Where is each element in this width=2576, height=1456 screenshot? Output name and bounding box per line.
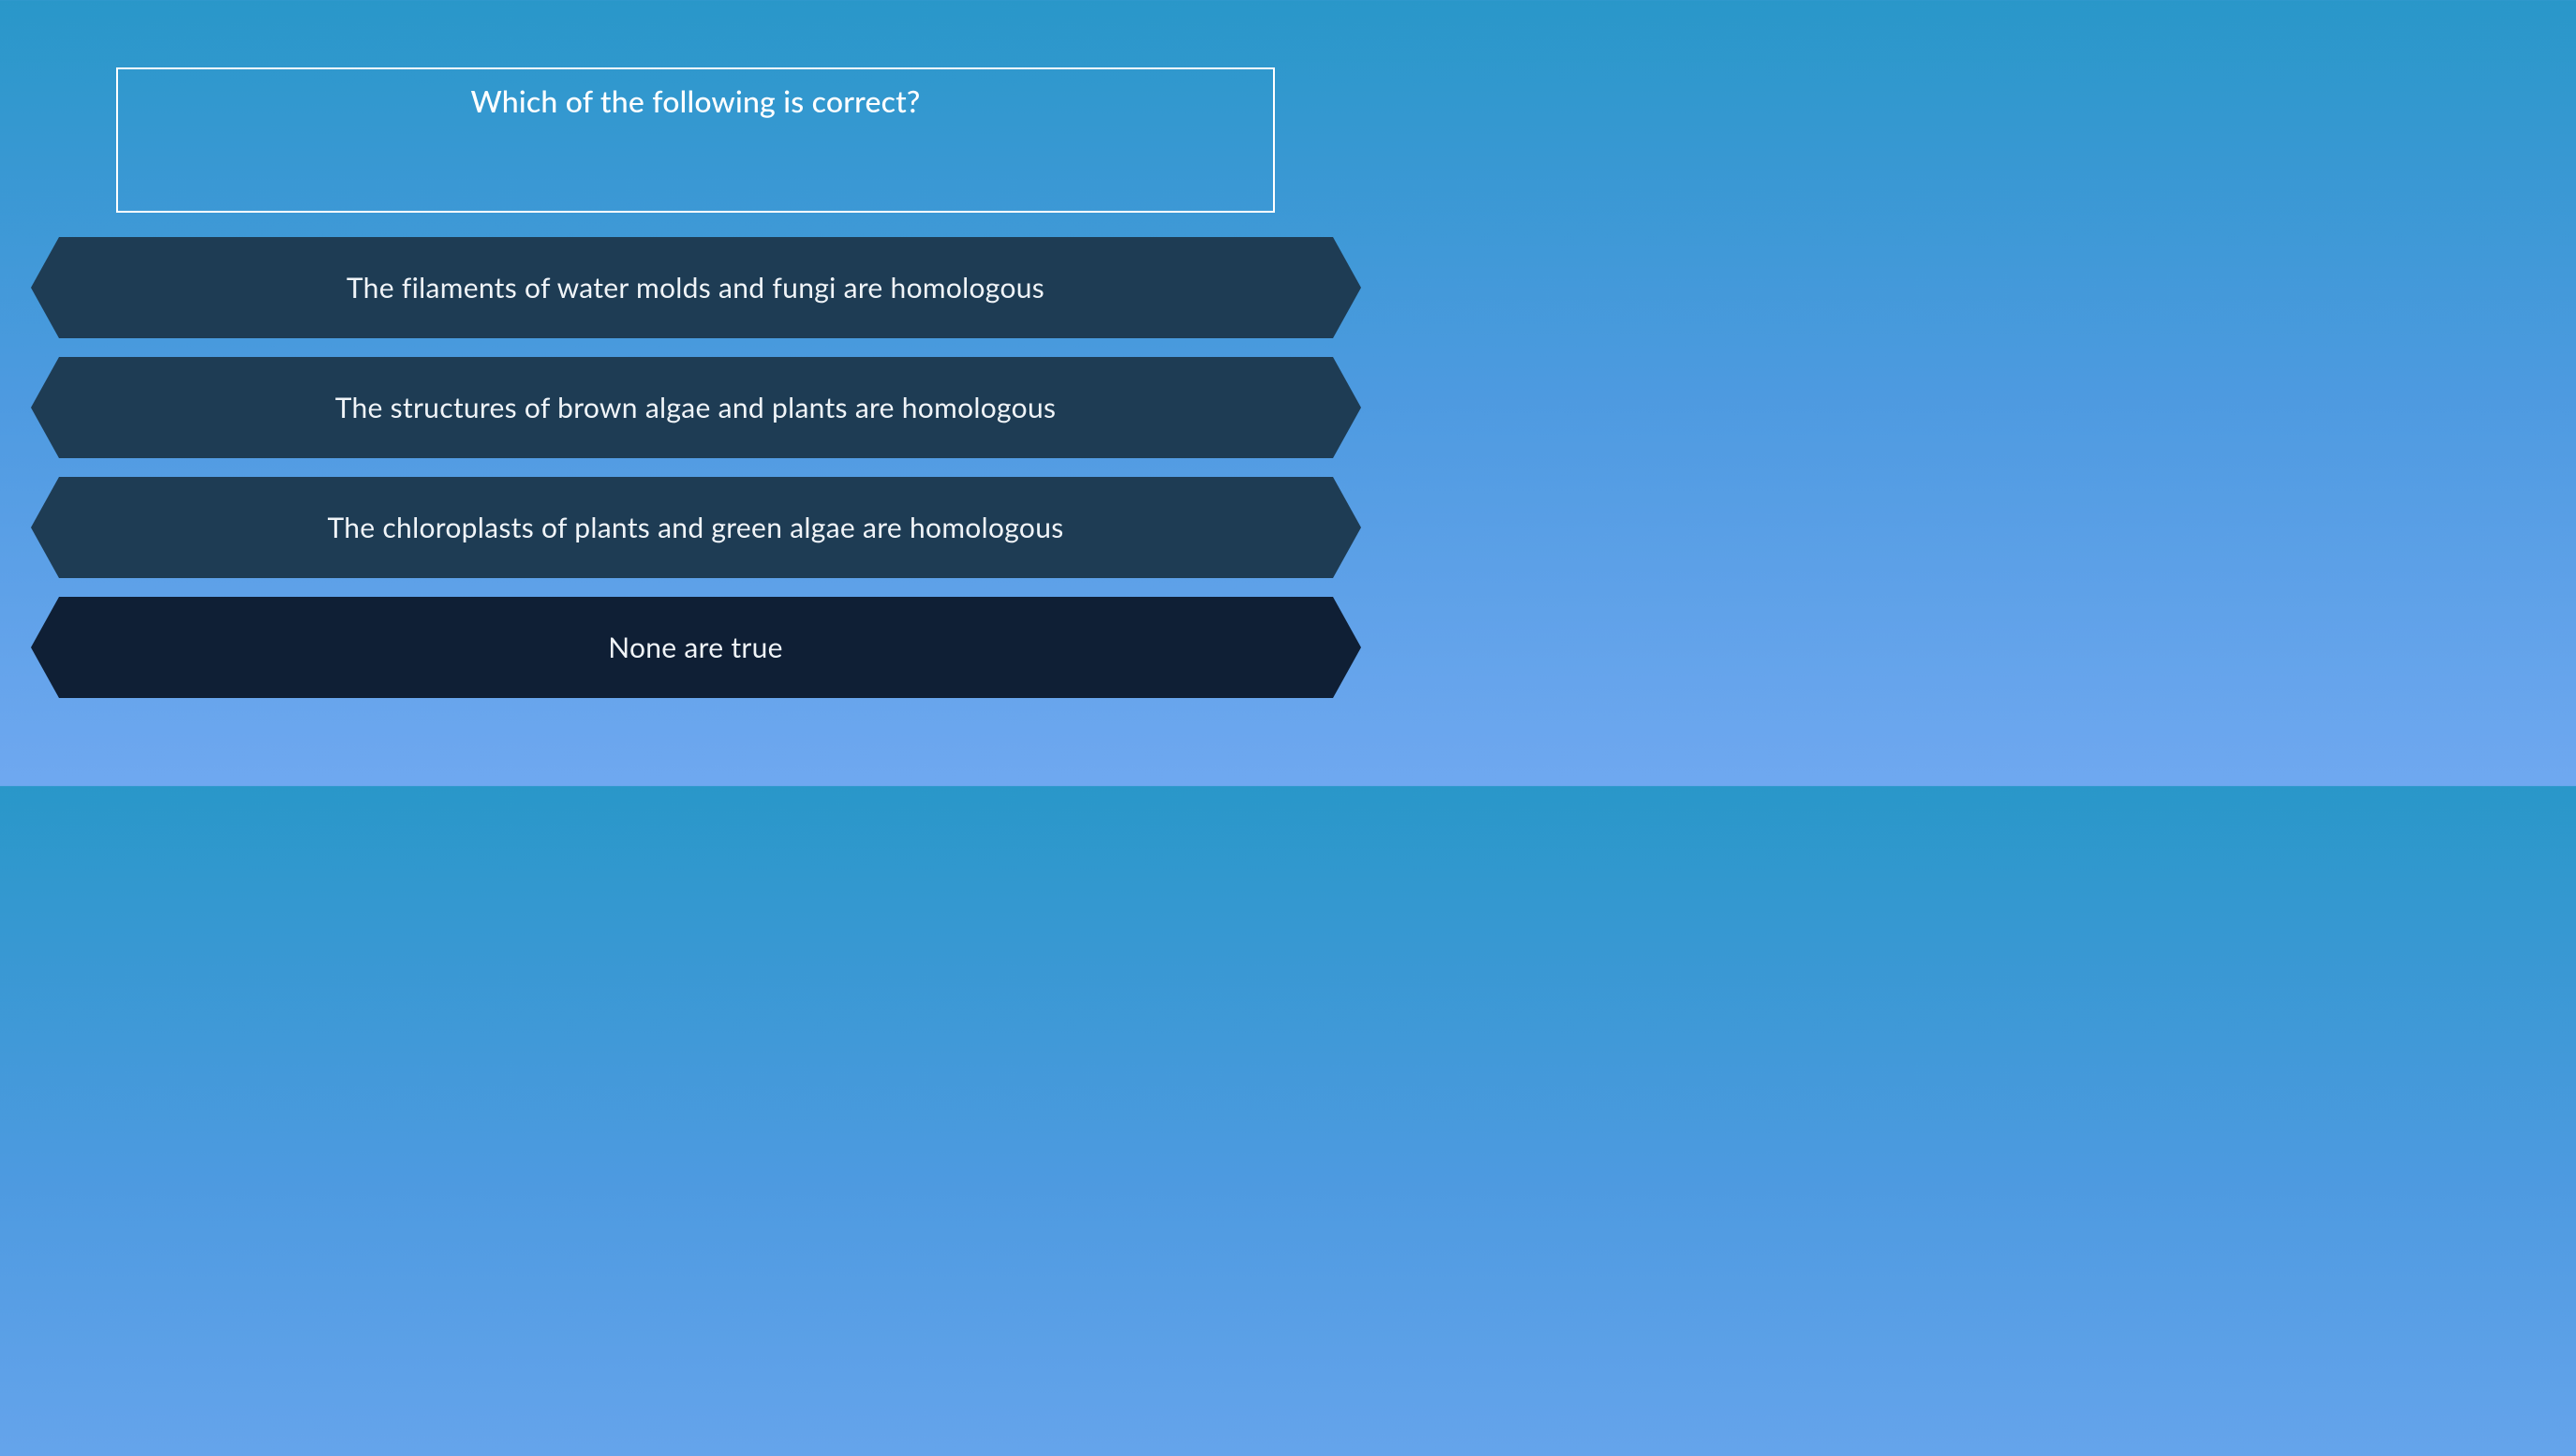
- answer-option-1[interactable]: The structures of brown algae and plants…: [31, 357, 1361, 458]
- answer-text-1: The structures of brown algae and plants…: [335, 391, 1057, 424]
- question-box: Which of the following is correct?: [116, 67, 1275, 213]
- answer-option-3[interactable]: None are true: [31, 597, 1361, 698]
- answer-text-3: None are true: [608, 631, 783, 664]
- answer-text-0: The filaments of water molds and fungi a…: [347, 271, 1044, 305]
- answer-option-0[interactable]: The filaments of water molds and fungi a…: [31, 237, 1361, 338]
- answers-container: The filaments of water molds and fungi a…: [31, 237, 1361, 698]
- question-text: Which of the following is correct?: [118, 82, 1273, 119]
- answer-text-2: The chloroplasts of plants and green alg…: [327, 511, 1063, 544]
- answer-option-2[interactable]: The chloroplasts of plants and green alg…: [31, 477, 1361, 578]
